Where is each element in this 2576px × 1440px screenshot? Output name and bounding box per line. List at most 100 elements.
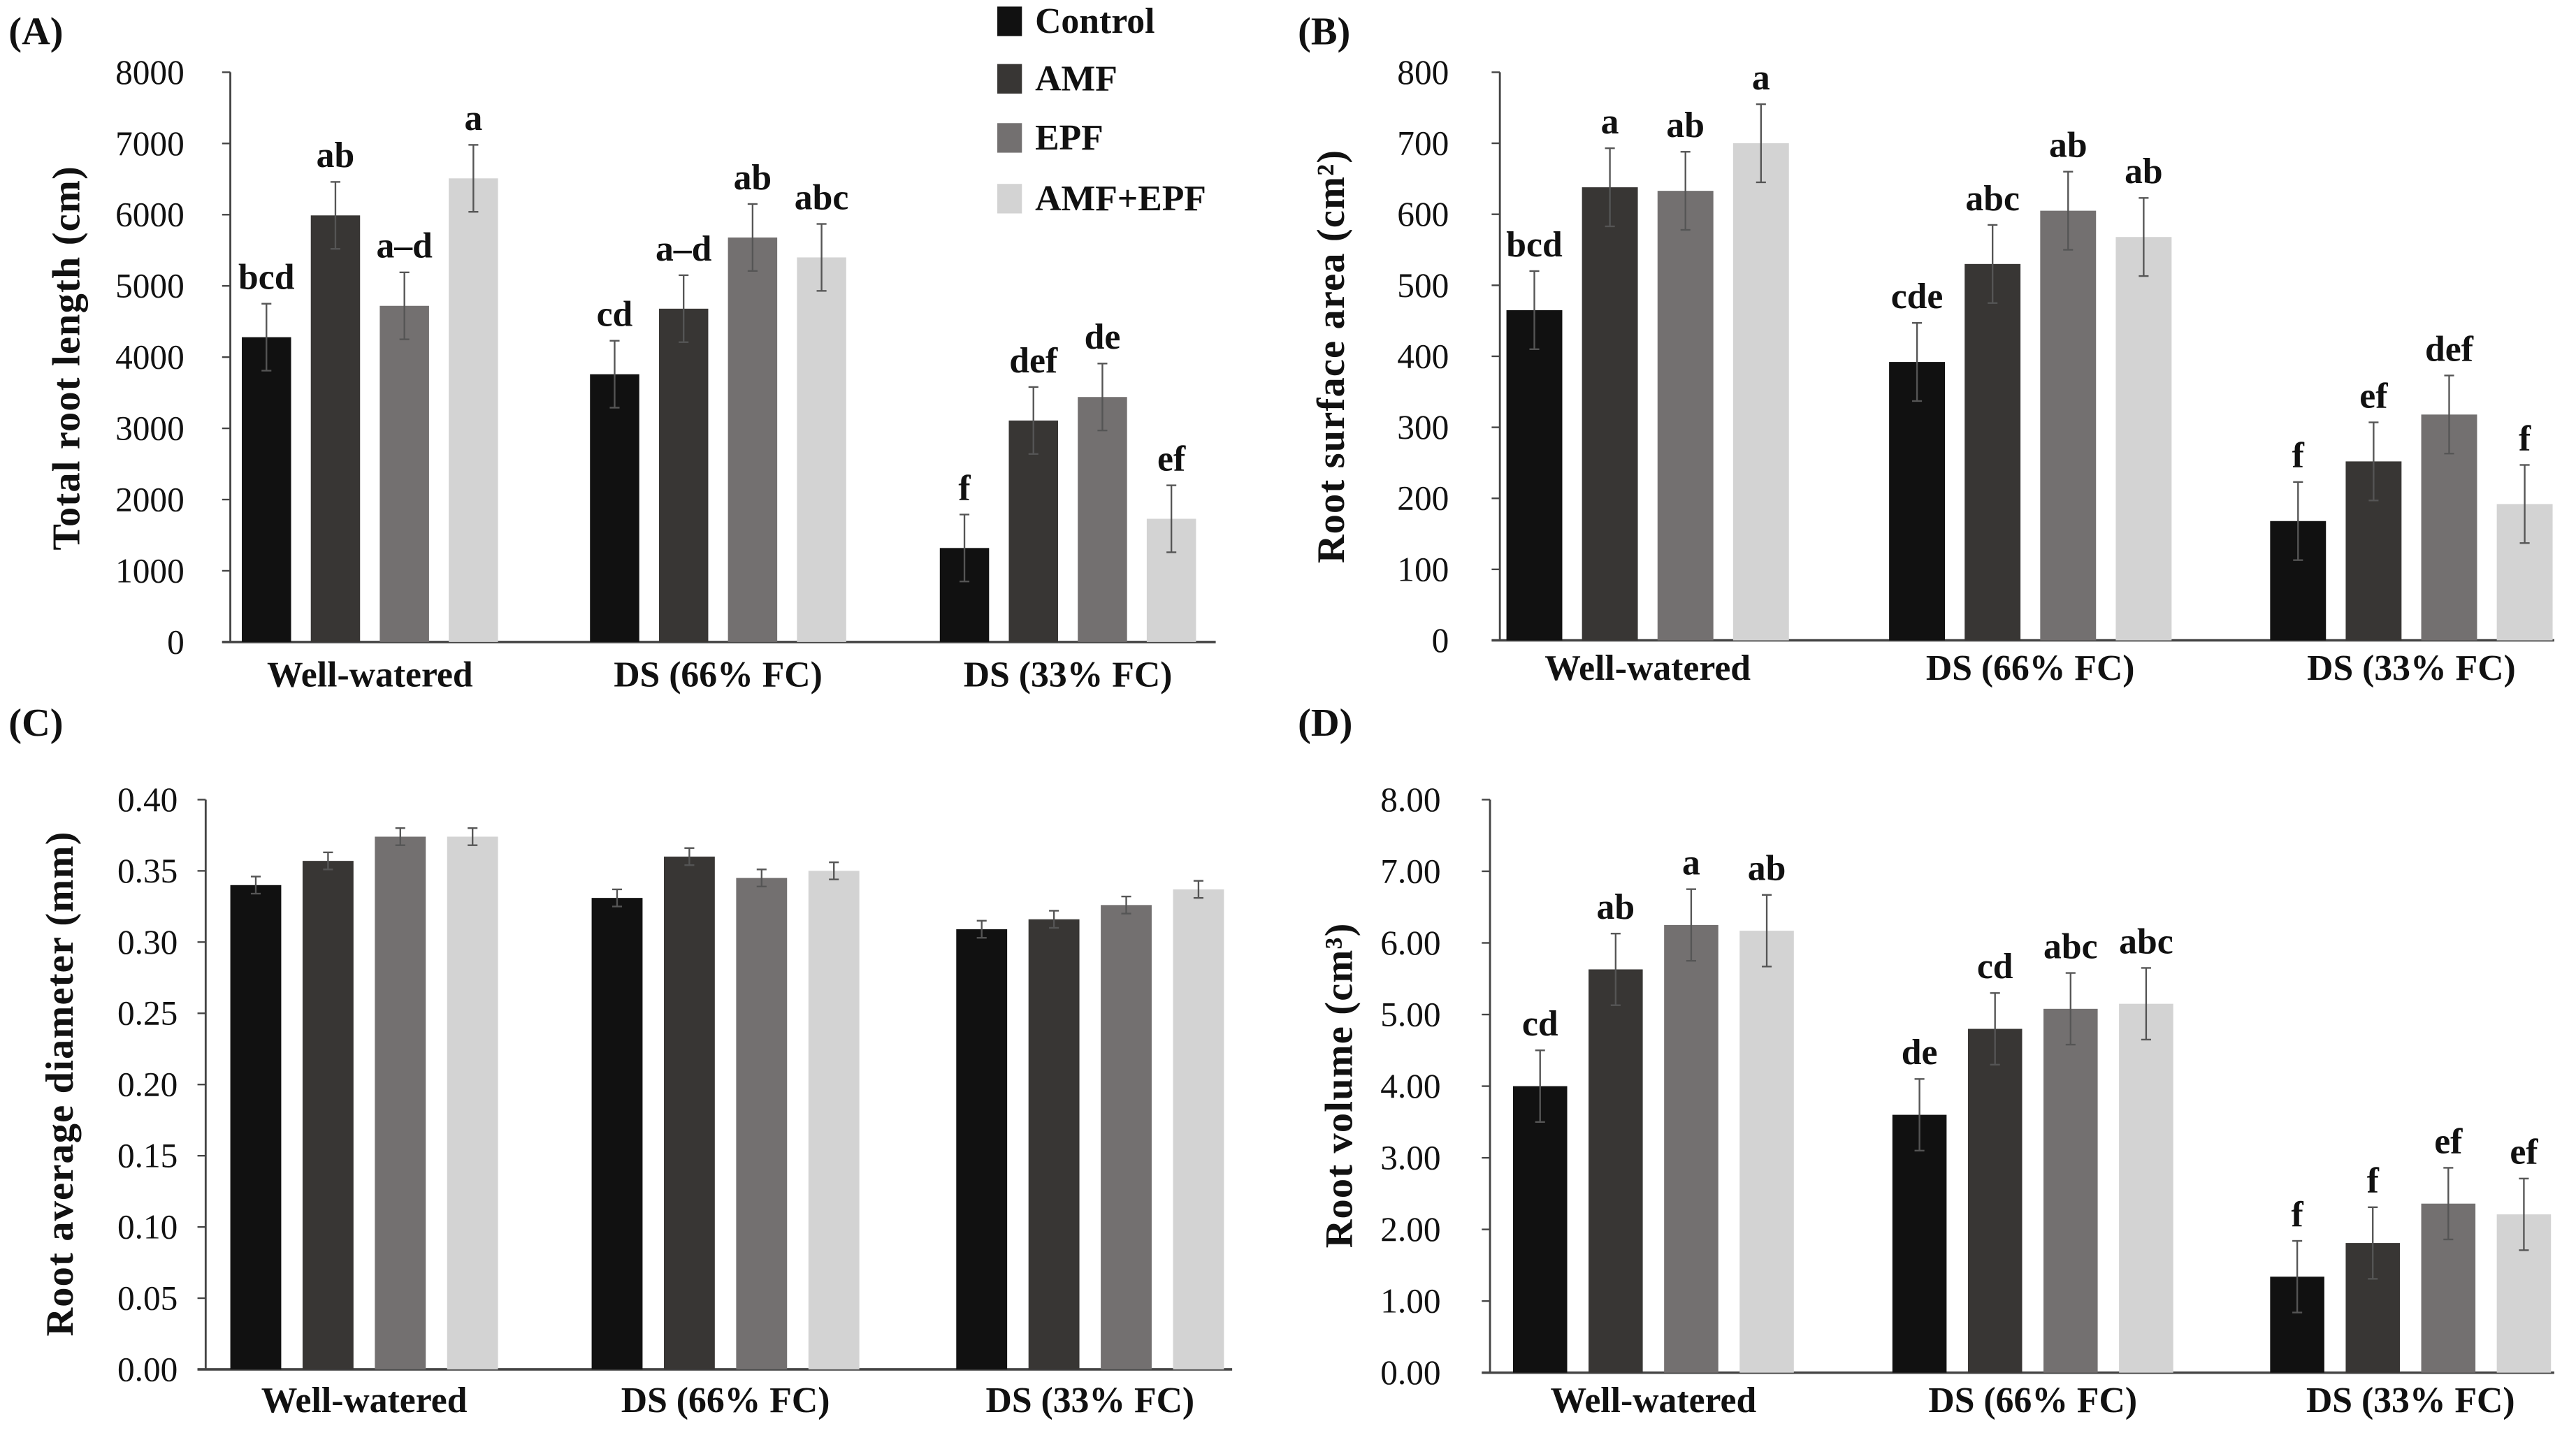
- y-tick-label: 8000: [115, 53, 184, 92]
- significance-letter: ab: [1597, 887, 1635, 927]
- y-tick-label: 8.00: [1380, 780, 1440, 819]
- panel-label: (C): [8, 701, 63, 745]
- y-tick-label: 5000: [115, 267, 184, 305]
- bar-amf: [1028, 919, 1080, 1369]
- x-category-label: Well-watered: [261, 1381, 468, 1420]
- y-tick-label: 5.00: [1380, 995, 1440, 1033]
- y-tick-label: 0.20: [117, 1066, 178, 1104]
- bar-control: [591, 898, 643, 1369]
- bar-control: [1892, 1114, 1947, 1373]
- significance-letter: cde: [1891, 277, 1944, 317]
- significance-letter: ab: [2125, 152, 2163, 191]
- x-category-label: DS (66% FC): [621, 1381, 830, 1420]
- bar-control: [956, 929, 1008, 1369]
- significance-letter: def: [2425, 329, 2474, 369]
- y-tick-label: 1.00: [1380, 1282, 1440, 1321]
- x-category-label: DS (66% FC): [1928, 1381, 2137, 1420]
- y-tick-label: 100: [1397, 550, 1449, 588]
- significance-letter: ab: [1666, 106, 1705, 145]
- significance-letter: f: [958, 468, 971, 508]
- bar-amf: [663, 857, 715, 1369]
- significance-letter: a–d: [656, 229, 712, 269]
- panel-b: (B) Root surface area (cm²) 0 100 200 300 400 5…: [1298, 10, 2554, 688]
- significance-letter: ef: [1157, 439, 1186, 479]
- significance-letter: ef: [2434, 1121, 2463, 1161]
- bar-epf: [1664, 924, 1718, 1373]
- bar-epf: [1657, 191, 1714, 641]
- significance-letter: cd: [1522, 1004, 1558, 1044]
- significance-letter: a: [1682, 843, 1700, 882]
- legend-swatch: [997, 64, 1022, 94]
- panel-d: (D) Root volume (cm³) 0.00 1.00 2.00 3.00 4.00…: [1298, 701, 2554, 1420]
- legend-label: AMF: [1035, 59, 1117, 99]
- bar-epf: [1078, 397, 1127, 642]
- y-tick-label: 0.10: [117, 1208, 178, 1246]
- significance-letter: f: [2367, 1161, 2380, 1201]
- significance-letter: de: [1085, 317, 1121, 357]
- bar-control: [1512, 1086, 1568, 1373]
- legend-label: Control: [1035, 1, 1155, 41]
- bar-amf: [1967, 1028, 2023, 1373]
- bar-control: [1889, 362, 1946, 641]
- significance-letter: a: [464, 99, 482, 138]
- bar-amf: [1964, 263, 2021, 641]
- bar-epf: [379, 305, 429, 642]
- y-tick-label: 6000: [115, 196, 184, 234]
- y-axis-title: Root average diameter (mm): [38, 831, 82, 1336]
- y-tick-label: 0.25: [117, 994, 178, 1033]
- y-tick-label: 6.00: [1380, 924, 1440, 962]
- y-tick-label: 0.05: [117, 1279, 178, 1317]
- x-category-label: Well-watered: [1551, 1381, 1757, 1420]
- y-axis-title: Root volume (cm³): [1318, 922, 1361, 1248]
- significance-letter: cd: [1977, 947, 2013, 987]
- y-tick-label: 0.35: [117, 852, 178, 890]
- y-tick-label: 0: [1432, 621, 1449, 660]
- y-tick-label: 0: [167, 623, 184, 661]
- panel-a: (A) Total root length (cm) 0 1000 2000 3000 40…: [8, 10, 1216, 694]
- x-category-label: DS (33% FC): [986, 1381, 1195, 1420]
- significance-letter: a: [1752, 58, 1770, 98]
- significance-letter: def: [1009, 341, 1058, 381]
- x-category-label: DS (33% FC): [964, 655, 1173, 694]
- y-tick-label: 0.00: [117, 1350, 178, 1388]
- panel-label: (A): [8, 10, 63, 53]
- bar-amf: [1582, 187, 1638, 641]
- bar-epf: [736, 878, 788, 1369]
- panel-c: (C) Root average diameter (mm) 0.00 0.05 0.1…: [8, 701, 1233, 1420]
- bar-amf: [302, 861, 354, 1369]
- significance-letter: ab: [734, 158, 772, 198]
- y-tick-label: 2.00: [1380, 1210, 1440, 1249]
- x-category-label: Well-watered: [267, 655, 473, 694]
- x-category-label: DS (66% FC): [1926, 648, 2135, 688]
- significance-letter: bcd: [1506, 225, 1563, 265]
- bar-epf: [728, 237, 778, 642]
- legend-swatch: [997, 184, 1022, 214]
- bar-amf-epf: [797, 257, 846, 642]
- bar-epf: [2043, 1008, 2098, 1373]
- y-tick-label: 4000: [115, 338, 184, 377]
- y-tick-label: 2000: [115, 480, 184, 518]
- significance-letter: de: [1902, 1033, 1938, 1072]
- legend-label: AMF+EPF: [1035, 179, 1206, 219]
- bar-amf: [1008, 420, 1058, 642]
- bar-amf-epf: [1173, 889, 1224, 1369]
- bar-amf-epf: [1739, 931, 1794, 1373]
- legend-swatch: [997, 123, 1022, 153]
- bar-amf-epf: [1732, 143, 1789, 641]
- bar-amf: [658, 308, 709, 642]
- y-tick-label: 500: [1397, 266, 1449, 305]
- bar-amf: [1589, 969, 1643, 1373]
- y-tick-label: 300: [1397, 408, 1449, 446]
- panel-label: (D): [1298, 701, 1352, 745]
- bar-amf-epf: [447, 836, 498, 1369]
- significance-letter: f: [2519, 419, 2531, 458]
- bar-epf: [1101, 905, 1152, 1369]
- y-tick-label: 1000: [115, 551, 184, 590]
- significance-letter: ab: [2049, 126, 2087, 166]
- bar-epf: [375, 836, 426, 1369]
- bar-amf-epf: [808, 871, 860, 1369]
- legend-swatch: [997, 6, 1022, 36]
- significance-letter: f: [2292, 436, 2305, 476]
- significance-letter: bcd: [238, 258, 295, 298]
